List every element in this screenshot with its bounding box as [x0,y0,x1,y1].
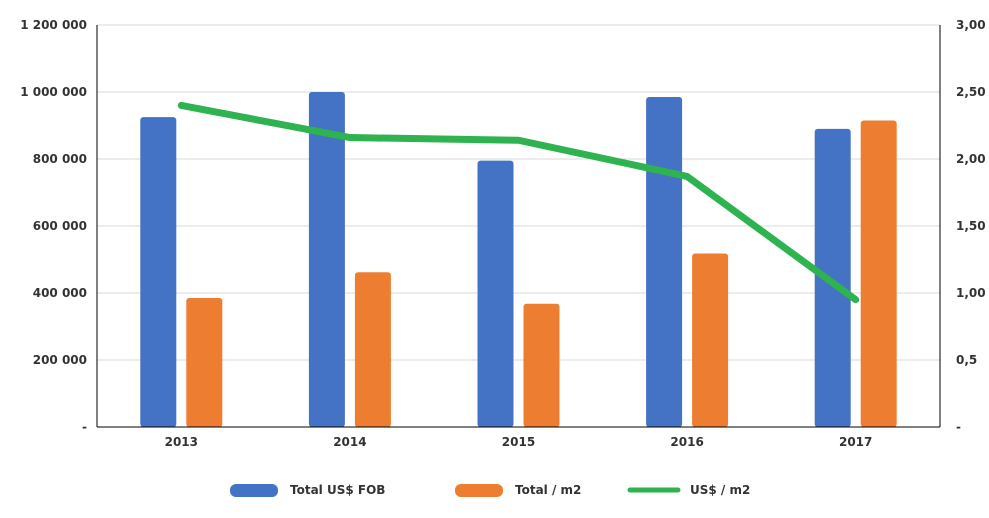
y-right-tick-label: 2,50 [956,85,986,99]
bar-total-m2 [861,120,897,427]
legend: Total US$ FOB Total / m2 US$ / m2 [230,483,750,497]
y-left-tick-label: 400 000 [33,286,87,300]
bar-total-fob [646,97,682,427]
y-left-tick-label: - [82,420,87,434]
legend-swatch [455,484,503,497]
y-left-tick-label: 800 000 [33,152,87,166]
legend-swatch [230,484,278,497]
bar-total-fob [140,117,176,427]
bar-total-m2 [524,304,560,427]
x-tick-label: 2016 [670,435,703,449]
y-left-tick-label: 200 000 [33,353,87,367]
y-left-tick-label: 1 200 000 [20,18,87,32]
line-series [181,105,856,300]
y-left-tick-label: 1 000 000 [20,85,87,99]
y-right-tick-label: 0,5 [956,353,977,367]
y-right-tick-label: - [956,420,961,434]
line-us-per-m2 [181,105,855,299]
bar-total-fob [478,161,514,427]
x-tick-label: 2014 [333,435,366,449]
bar-total-m2 [355,272,391,427]
y-right-tick-label: 1,00 [956,286,986,300]
y-right-tick-label: 3,00 [956,18,986,32]
legend-label: Total US$ FOB [290,483,385,497]
bar-total-m2 [692,253,728,427]
gridlines [97,25,940,360]
legend-label: US$ / m2 [690,483,750,497]
bar-total-fob [309,92,345,427]
x-tick-label: 2015 [502,435,535,449]
y-right-tick-label: 1,50 [956,219,986,233]
x-tick-label: 2017 [839,435,872,449]
legend-label: Total / m2 [515,483,581,497]
y-left-tick-label: 600 000 [33,219,87,233]
bar-total-m2 [186,298,222,427]
x-tick-label: 2013 [165,435,198,449]
y-right-tick-label: 2,00 [956,152,986,166]
